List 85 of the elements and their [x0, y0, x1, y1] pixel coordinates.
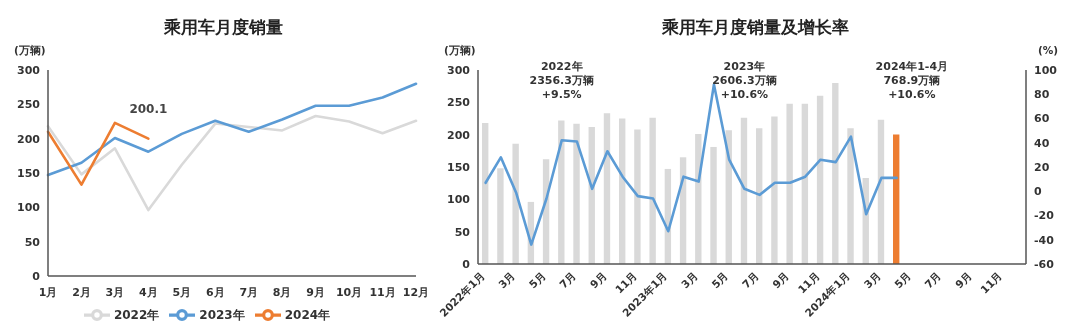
y-tick-label: 200 [447, 128, 471, 142]
y-tick-label: 250 [17, 98, 41, 112]
bar [619, 118, 626, 264]
bar [558, 120, 565, 264]
bar [497, 168, 504, 264]
y-tick-label: 150 [447, 160, 471, 174]
legend-label: 2024年 [284, 307, 331, 322]
bar [786, 103, 793, 264]
x-tick-label: 3月 [496, 268, 518, 291]
x-tick-label: 2月 [72, 286, 91, 299]
x-tick-label: 8月 [272, 286, 292, 299]
x-tick-label: 3月 [105, 286, 125, 299]
bar [512, 143, 519, 264]
bar [832, 82, 839, 264]
y-tick-label: 150 [17, 166, 41, 180]
y-tick-label: 100 [17, 201, 41, 215]
y-tick-label: 100 [447, 193, 471, 207]
x-tick-label: 10月 [335, 286, 363, 299]
bar [695, 134, 702, 264]
y2-tick-label: 40 [1034, 136, 1050, 150]
x-tick-label: 3月 [861, 268, 883, 291]
x-tick-label: 9月 [952, 268, 975, 291]
y-tick-label: 300 [17, 63, 41, 77]
chart-title: 乘用车月度销量及增长率 [660, 16, 850, 39]
y2-tick-label: -60 [1034, 257, 1055, 271]
x-tick-label: 5月 [709, 268, 731, 291]
x-tick-label: 7月 [922, 268, 944, 291]
annotation: 200.1 [129, 101, 168, 116]
y-tick-label: 200 [17, 132, 41, 146]
x-tick-label: 9月 [587, 268, 609, 291]
chart-title: 乘用车月度销量 [162, 16, 284, 39]
bar [816, 95, 824, 264]
bar [756, 128, 763, 264]
x-tick-label: 7月 [239, 286, 259, 299]
bar [603, 113, 611, 264]
bar [573, 123, 580, 264]
bar [740, 117, 748, 264]
y-axis-title: (万辆) [444, 44, 476, 58]
x-tick-label: 4月 [139, 286, 158, 299]
y2-tick-label: 60 [1034, 112, 1050, 126]
line-series [46, 82, 418, 177]
y-tick-label: 50 [454, 225, 471, 239]
bar [634, 129, 641, 264]
legend-label: 2023年 [199, 307, 245, 322]
x-tick-label: 6月 [205, 286, 225, 299]
x-tick-label: 9月 [306, 286, 325, 299]
y-tick-label: 0 [32, 269, 41, 283]
y2-tick-label: 0 [1034, 185, 1042, 199]
x-tick-label: 11月 [795, 268, 822, 296]
x-tick-label: 5月 [526, 268, 548, 291]
y2-tick-label: 80 [1034, 88, 1050, 102]
y2-tick-label: 20 [1034, 160, 1050, 174]
x-tick-label: 7月 [556, 268, 579, 291]
bar [893, 134, 900, 264]
y-tick-label: 250 [447, 96, 471, 110]
x-tick-label: 5月 [172, 286, 192, 299]
y-tick-label: 300 [447, 63, 471, 77]
x-tick-label: 1月 [38, 286, 58, 299]
y2-tick-label: 100 [1034, 63, 1058, 77]
bar [710, 146, 717, 264]
y2-axis-title: (%) [1037, 44, 1058, 56]
y-axis-title: (万辆) [14, 44, 46, 58]
x-tick-label: 11月 [977, 268, 1005, 296]
legend-label: 2022年 [113, 307, 160, 322]
bar [877, 119, 885, 264]
bar [771, 116, 778, 264]
x-tick-label: 9月 [770, 268, 792, 291]
y-tick-label: 0 [462, 257, 471, 271]
x-tick-label: 11月 [369, 286, 396, 299]
bar [847, 128, 854, 264]
x-tick-label: 3月 [678, 268, 701, 291]
y-tick-label: 50 [24, 235, 41, 249]
annotation: 2022年 2356.3万辆 +9.5% [528, 60, 595, 102]
x-tick-label: 5月 [891, 268, 914, 291]
y2-tick-label: -20 [1034, 209, 1055, 223]
bar [801, 103, 809, 264]
annotation: 2024年1-4月 768.9万辆 +10.6% [874, 60, 950, 102]
line-series [46, 121, 150, 186]
bar [649, 117, 656, 264]
y2-tick-label: -40 [1034, 233, 1055, 247]
annotation: 2023年 2606.3万辆 +10.6% [711, 60, 778, 102]
x-tick-label: 7月 [739, 268, 762, 291]
line-series [46, 114, 418, 212]
x-tick-label: 12月 [402, 286, 430, 299]
bar [482, 123, 489, 264]
